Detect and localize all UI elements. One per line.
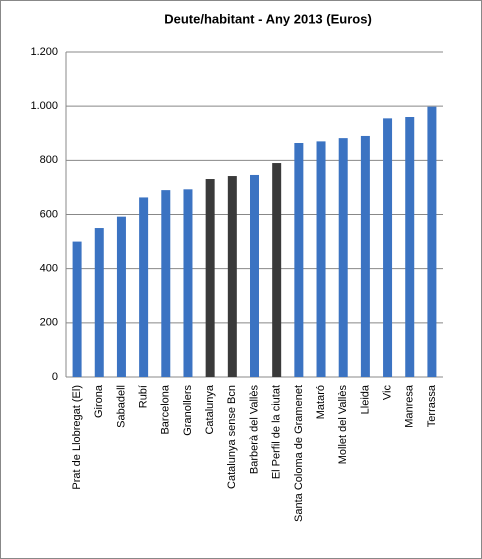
y-tick-label: 400 [40,263,58,275]
bar [72,241,82,377]
y-tick-label: 600 [40,208,58,220]
bar [272,163,282,377]
bar [205,179,215,377]
x-tick-label: Girona [93,384,105,418]
bar [139,197,149,377]
bar [94,228,104,377]
x-tick-label: Mataró [315,385,327,419]
x-tick-label: Santa Coloma de Gramenet [293,385,305,522]
x-tick-label: El Perfil de la ciutat [271,385,283,479]
x-tick-label: Lleida [359,384,371,414]
x-tick-label: Vic [381,385,393,401]
x-tick-label: Rubí [138,385,150,408]
y-tick-label: 1.000 [30,100,58,112]
x-tick-label: Prat de Llobregat (El) [71,385,83,490]
bar [338,138,348,377]
bar [360,135,370,377]
x-tick-label: Granollers [182,385,194,436]
y-tick-label: 0 [52,371,58,383]
x-tick-label: Terrassa [426,384,438,427]
y-tick-label: 800 [40,154,58,166]
y-tick-label: 200 [40,317,58,329]
x-tick-label: Sabadell [115,385,127,428]
bar [116,216,126,377]
x-tick-label: Catalunya sense Bcn [226,385,238,489]
y-tick-label: 1.200 [30,46,58,58]
bar [427,106,437,377]
bar [316,141,326,377]
bar [250,174,259,377]
x-tick-label: Barcelona [160,384,172,434]
x-tick-label: Barberà del Vallès [248,385,260,475]
bar [405,117,415,377]
bar [294,143,304,377]
x-tick-label: Catalunya [204,384,216,434]
x-tick-label: Mollet del Vallès [337,385,349,465]
bar [383,118,393,378]
bar [227,176,237,377]
bar [183,189,193,377]
chart-title: Deute/habitant - Any 2013 (Euros) [164,11,372,26]
bar [161,190,171,377]
x-tick-label: Manresa [404,384,416,428]
